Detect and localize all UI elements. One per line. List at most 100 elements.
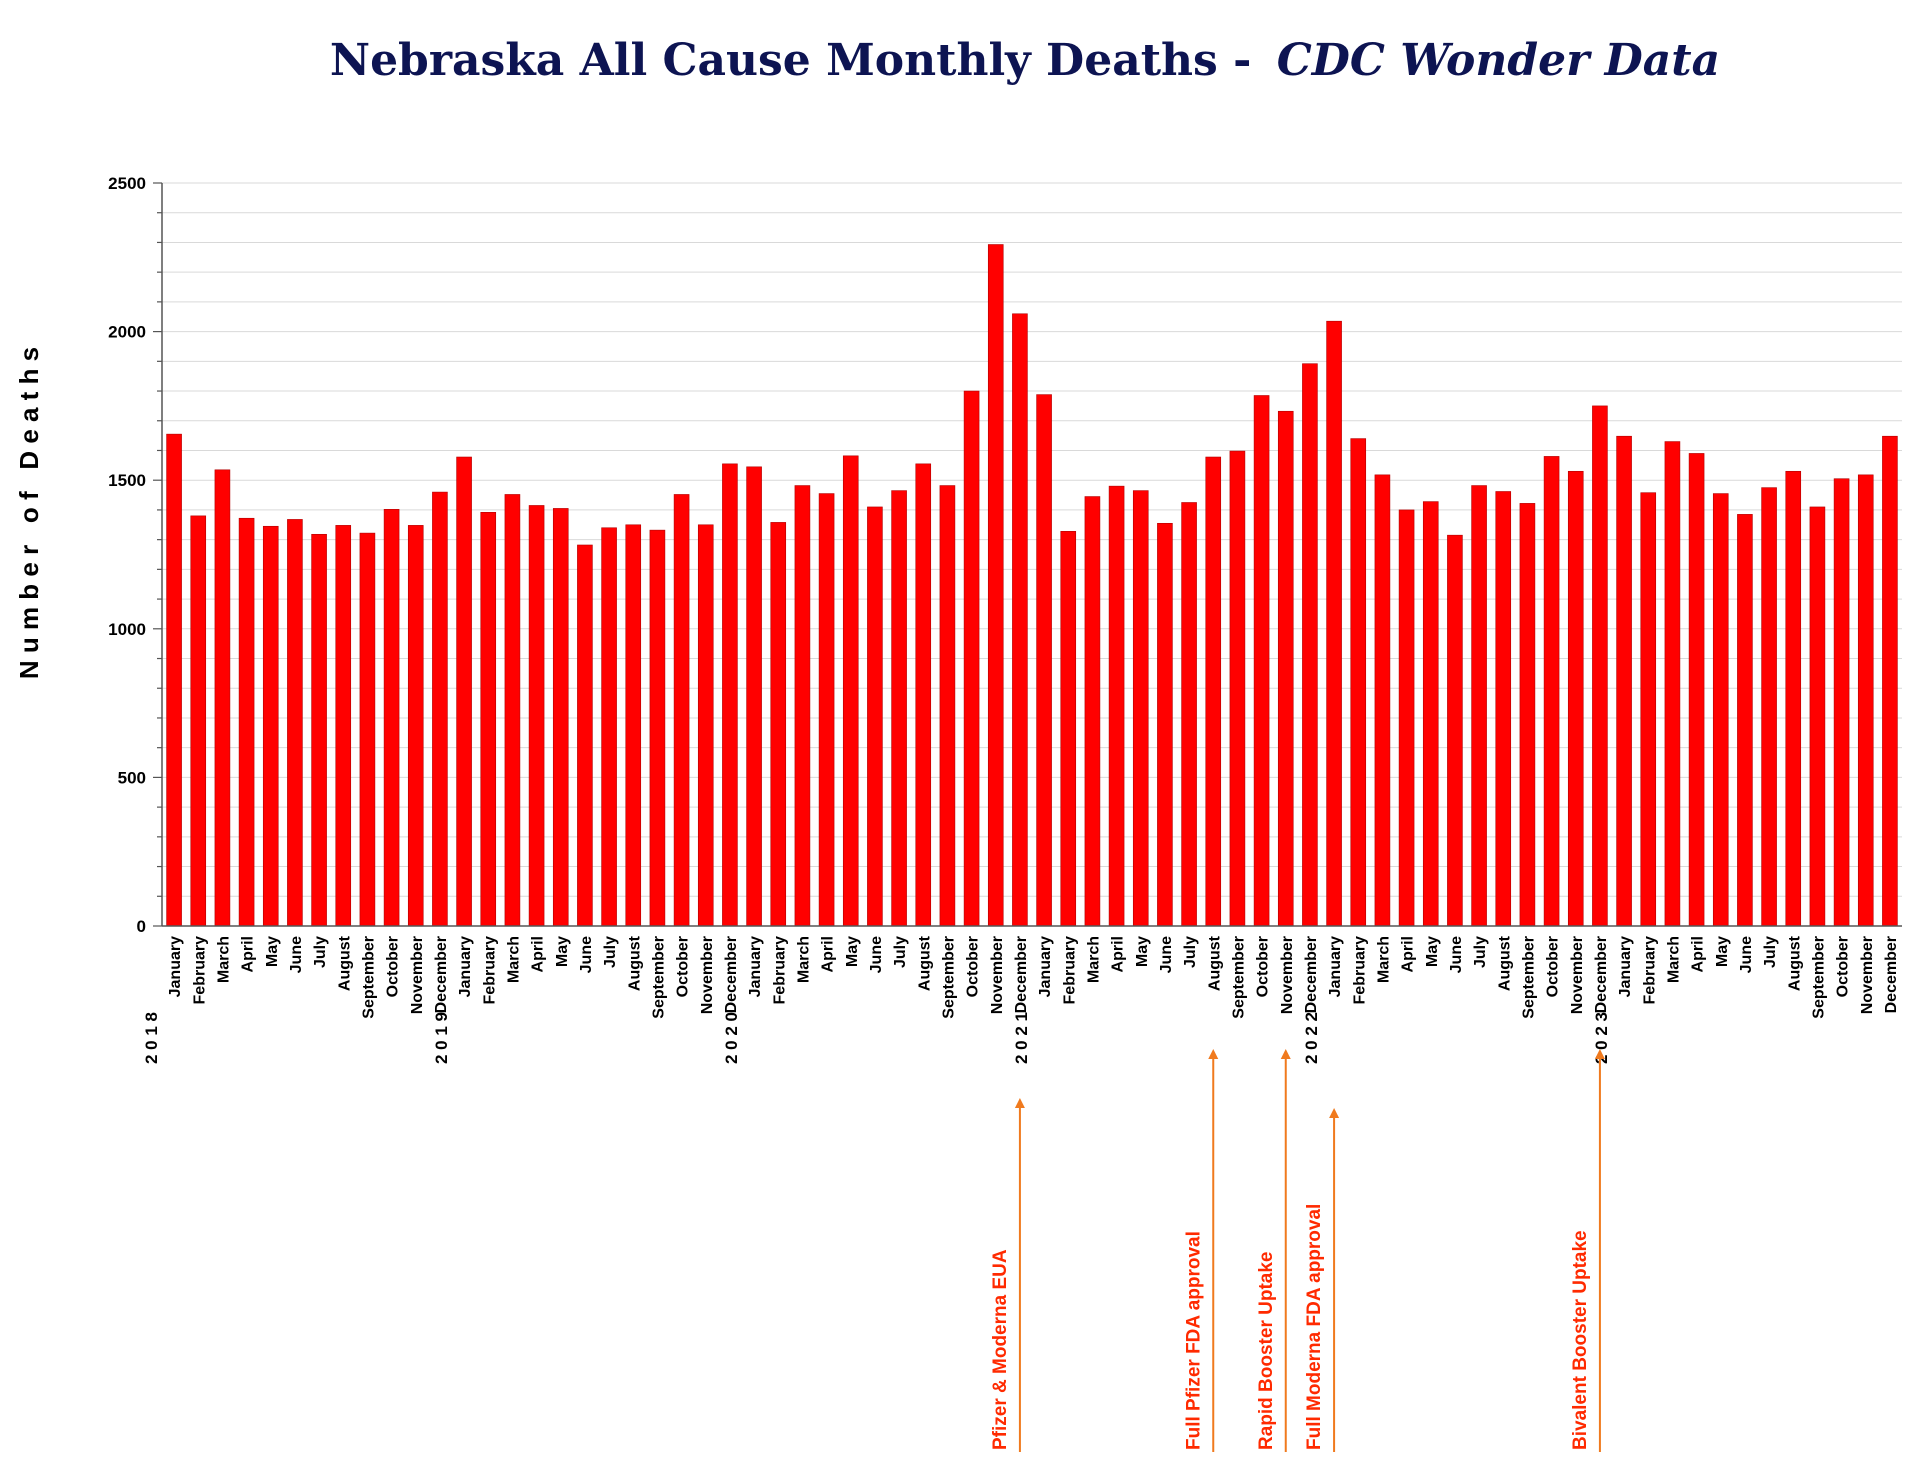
x-tick-label: October [1255,936,1272,997]
bar [1084,496,1101,927]
x-tick-label: June [578,936,595,973]
x-tick-label: April [820,936,837,972]
bar [1036,394,1052,927]
annotation-arrowhead [1014,1098,1025,1108]
bar [262,525,279,927]
x-tick-label: January [457,936,474,997]
bar [1326,320,1342,927]
annotations: Pfizer & Moderna EUA Full Pfizer FDA appr… [990,1049,1605,1452]
bar [1519,503,1536,927]
grid-lines [162,182,1902,897]
x-tick-label: December [1883,936,1900,1013]
bar [722,463,738,927]
y-tick-label: 2000 [108,323,146,342]
x-tick-label: May [1424,936,1441,967]
bar [1785,470,1802,927]
x-tick-label: August [916,935,933,991]
annotation-label: Full Moderna FDA approval [1304,1204,1325,1450]
annotation-arrowhead [1329,1108,1340,1118]
bar [891,490,907,927]
bar [1181,502,1197,927]
bar [915,463,932,927]
annotation-arrowhead [1594,1049,1605,1059]
chart-title-main: Nebraska All Cause Monthly Deaths - [330,35,1252,86]
x-tick-label: September [1520,936,1537,1019]
bar [577,544,593,927]
x-tick-label: August [1496,935,1513,991]
x-tick-label: February [1351,936,1368,1005]
x-tick-label: April [1400,936,1417,972]
x-tick-label: January [747,936,764,997]
bar [1664,441,1681,927]
x-tick-label: December [1593,936,1610,1013]
x-tick-label: October [385,936,402,997]
x-tick-label: July [1762,936,1779,968]
x-tick-label: November [699,936,716,1014]
bar [963,390,980,927]
annotation-arrowhead [1280,1049,1291,1059]
x-tick-label: May [1714,936,1731,967]
x-tick-label: November [989,936,1006,1014]
bar [1277,410,1294,927]
x-tick-label: March [1665,936,1682,983]
x-tick-label: February [771,936,788,1005]
bar [1060,531,1077,927]
bar [867,506,883,927]
year-label: 2 0 2 1 [1012,1012,1031,1064]
x-tick-label: June [1448,936,1465,973]
x-tick-label: March [1375,936,1392,983]
x-tick-label: June [1158,936,1175,973]
x-tick-label: September [650,936,667,1019]
bar [1157,522,1173,927]
x-tick-label: March [795,936,812,983]
x-tick-label: August [1206,935,1223,991]
y-tick-labels: 0 500 1000 1500 2000 2500 [108,174,146,936]
year-label: 2 0 2 0 [722,1012,741,1064]
bar [1302,363,1318,927]
bar [625,524,642,927]
bar [456,456,472,927]
bar [1543,456,1560,927]
bar [1108,485,1125,927]
bar [504,494,521,927]
bar [1422,501,1439,927]
bars [166,244,1898,927]
y-axis-label: N u m b e r o f D e a t h s [14,347,44,679]
bar [528,505,545,927]
bar [1132,490,1149,927]
annotation-label: Rapid Booster Uptake [1256,1252,1277,1450]
bar [166,433,182,927]
x-tick-label: December [1013,936,1030,1013]
x-tick-label: July [1182,936,1199,968]
annotation-label: Bivalent Booster Uptake [1570,1230,1591,1450]
bar [214,469,231,927]
bar [1374,474,1391,927]
x-tick-label: November [409,936,426,1014]
x-tick-label: May [264,936,281,967]
y-tick-label: 0 [137,917,146,936]
x-tick-label: July [602,936,619,968]
x-tick-label: July [1472,936,1489,968]
x-tick-label: April [240,936,257,972]
x-tick-label: May [1134,936,1151,967]
bar [1205,456,1222,927]
x-tick-label: June [868,936,885,973]
bar [1761,487,1777,927]
year-labels: 2 0 1 8 2 0 1 9 2 0 2 0 2 0 2 1 2 0 2 2 2 0 2… [142,1012,1611,1064]
x-tick-label: April [1110,936,1127,972]
x-tick-label: August [626,935,643,991]
x-tick-label: August [1786,935,1803,991]
x-tick-label: April [530,936,547,972]
bar [1616,435,1632,927]
bar [238,517,255,927]
axes [153,182,1902,927]
bar [359,532,376,927]
x-tick-label: February [1641,936,1658,1005]
bar [1882,435,1898,927]
x-tick-label: July [892,936,909,968]
x-tick-label: January [1617,936,1634,997]
x-tick-label: December [723,936,740,1013]
annotation-label: Full Pfizer FDA approval [1183,1231,1204,1450]
bar [480,511,497,927]
